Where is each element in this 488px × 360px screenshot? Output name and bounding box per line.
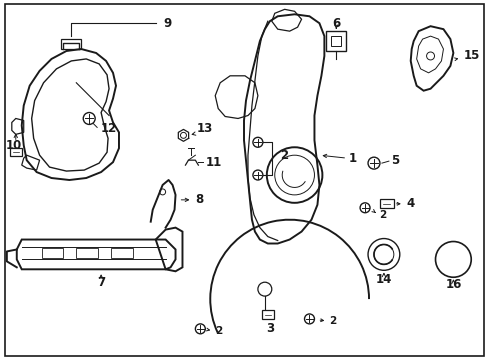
Bar [331, 36, 341, 46]
Text: 11: 11 [205, 156, 221, 168]
Bar [76, 248, 98, 258]
Text: 2: 2 [378, 210, 386, 220]
Text: 8: 8 [195, 193, 203, 206]
Text: 12: 12 [101, 122, 117, 135]
Text: 13: 13 [196, 122, 212, 135]
Text: 3: 3 [265, 322, 273, 336]
Text: 2: 2 [279, 149, 287, 162]
Text: 2: 2 [328, 316, 336, 326]
Text: 15: 15 [462, 49, 479, 63]
Bar [111, 248, 133, 258]
Text: 16: 16 [444, 278, 461, 291]
Bar [61, 39, 81, 49]
Text: 6: 6 [331, 17, 340, 30]
Bar [379, 199, 393, 208]
Text: 4: 4 [406, 197, 414, 210]
Text: 1: 1 [348, 152, 357, 165]
Text: 10: 10 [6, 139, 22, 152]
Text: 5: 5 [390, 154, 398, 167]
Bar [41, 248, 63, 258]
Text: 14: 14 [375, 273, 391, 286]
Text: 9: 9 [163, 17, 171, 30]
Bar [325, 31, 346, 51]
Bar [10, 148, 21, 156]
Text: 2: 2 [215, 326, 222, 336]
Text: 7: 7 [97, 276, 105, 289]
Bar [262, 310, 273, 319]
